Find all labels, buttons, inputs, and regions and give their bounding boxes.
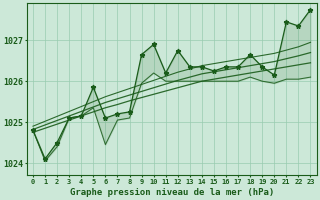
X-axis label: Graphe pression niveau de la mer (hPa): Graphe pression niveau de la mer (hPa) xyxy=(70,188,274,197)
